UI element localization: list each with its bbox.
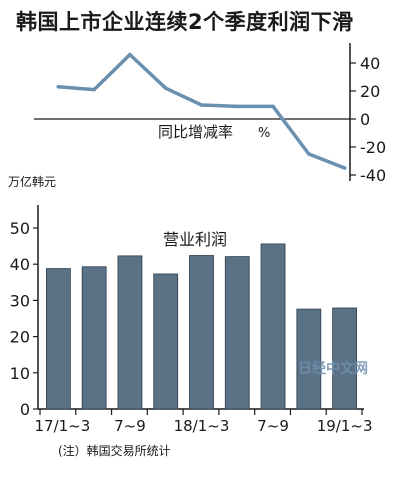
operating-profit-bar bbox=[189, 255, 214, 410]
line-series-label: 同比增减率 bbox=[158, 123, 233, 141]
bar-x-tick-label: 17/1~3 bbox=[34, 417, 90, 435]
growth-rate-point bbox=[342, 166, 347, 170]
bar-x-tick-label: 7~9 bbox=[114, 417, 146, 435]
operating-profit-bar bbox=[45, 268, 71, 410]
operating-profit-bar bbox=[260, 243, 286, 410]
operating-profit-bar bbox=[296, 308, 322, 410]
bar-y-tick-label: 20 bbox=[10, 328, 30, 347]
line-panel: 40 20 0 -20 -40 同比增减率% bbox=[34, 43, 386, 185]
bar-y-tick-label: 40 bbox=[10, 255, 30, 274]
operating-profit-bar bbox=[332, 307, 358, 410]
line-unit-label: % bbox=[258, 126, 270, 141]
bar-x-tick-label: 18/1~3 bbox=[174, 417, 230, 435]
source-note: (注）韩国交易所统计 bbox=[58, 444, 171, 458]
growth-rate-point bbox=[271, 104, 275, 109]
line-y-tick-label: 40 bbox=[360, 54, 380, 73]
bar-x-tick-label: 7~9 bbox=[257, 417, 289, 435]
bar-y-axis-label: 万亿韩元 bbox=[8, 174, 56, 189]
bar-x-tick-label: 19/1~3 bbox=[317, 417, 373, 435]
growth-rate-series-line bbox=[56, 52, 347, 170]
line-y-tick-label: 0 bbox=[360, 110, 370, 129]
bar-y-tick-label: 0 bbox=[20, 400, 30, 419]
operating-profit-bar bbox=[224, 256, 250, 410]
bar-series-label: 营业利润 bbox=[163, 230, 227, 249]
growth-rate-point bbox=[56, 85, 61, 89]
growth-rate-point bbox=[307, 152, 311, 156]
bar-y-tick-label: 50 bbox=[10, 219, 30, 238]
bar-y-tick-label: 30 bbox=[10, 291, 30, 310]
growth-rate-point bbox=[199, 103, 204, 107]
line-y-tick-label: -40 bbox=[360, 166, 386, 185]
growth-rate-point bbox=[92, 87, 96, 92]
operating-profit-bar bbox=[153, 273, 179, 410]
bar-y-tick-label: 10 bbox=[10, 364, 30, 383]
growth-rate-point bbox=[128, 52, 132, 57]
operating-profit-bar bbox=[81, 266, 107, 410]
operating-profit-bar bbox=[117, 255, 143, 410]
growth-rate-point bbox=[163, 86, 168, 90]
line-y-tick-label: 20 bbox=[360, 82, 380, 101]
growth-rate-point bbox=[235, 104, 240, 109]
watermark-logo: 日经中文网 bbox=[298, 361, 368, 377]
line-y-tick-label: -20 bbox=[360, 138, 386, 157]
chart-title: 韩国上市企业连续2个季度利润下滑 bbox=[16, 10, 354, 34]
